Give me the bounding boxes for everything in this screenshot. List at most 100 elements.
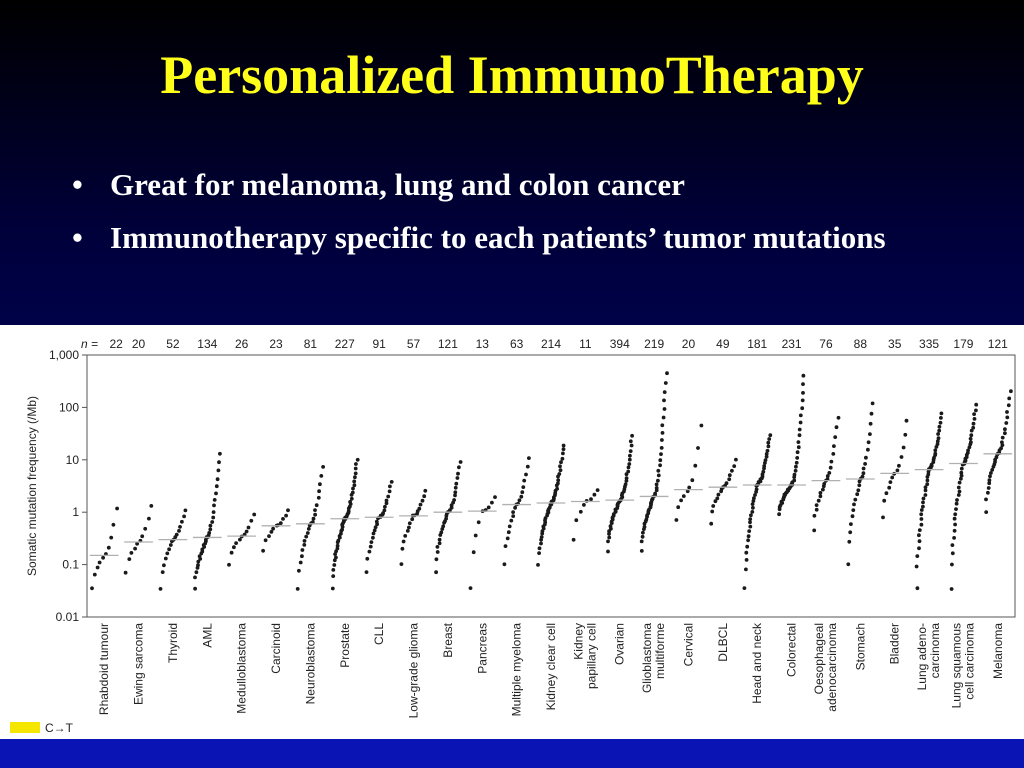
- data-point: [825, 474, 830, 478]
- data-point: [903, 432, 908, 437]
- data-point: [374, 519, 379, 524]
- data-point: [302, 539, 307, 543]
- sample-count: 11: [579, 337, 592, 351]
- data-point: [101, 555, 105, 560]
- data-point: [850, 514, 855, 519]
- data-point: [506, 530, 511, 535]
- data-point: [953, 512, 958, 517]
- data-point: [921, 500, 925, 505]
- data-point: [919, 522, 924, 527]
- data-point: [630, 433, 634, 438]
- data-point: [524, 472, 528, 477]
- data-point: [214, 484, 219, 489]
- data-point: [984, 510, 989, 514]
- data-point: [797, 427, 802, 432]
- data-point: [434, 570, 438, 575]
- data-point: [115, 506, 119, 511]
- category-label-line: Bladder: [888, 623, 902, 664]
- bullet-item: • Great for melanoma, lung and colon can…: [72, 162, 972, 208]
- data-point: [371, 531, 376, 536]
- category-label-line: Rhabdoid tumour: [97, 623, 111, 715]
- data-point: [624, 476, 629, 480]
- data-point: [1005, 410, 1009, 414]
- data-point: [690, 478, 695, 483]
- data-point: [234, 541, 239, 545]
- category-label: Breast: [441, 622, 455, 657]
- slide-title: Personalized ImmunoTherapy: [160, 45, 864, 105]
- data-point: [300, 548, 305, 552]
- data-point: [1003, 427, 1007, 432]
- data-point: [627, 457, 632, 462]
- data-point: [751, 505, 755, 510]
- data-point: [335, 546, 340, 551]
- data-point: [295, 587, 300, 591]
- data-point: [401, 539, 406, 544]
- y-tick-label: 0.01: [56, 610, 80, 624]
- data-point: [748, 517, 753, 521]
- data-point: [999, 446, 1003, 451]
- data-point: [950, 551, 955, 556]
- data-point: [795, 456, 800, 460]
- data-point: [355, 457, 360, 462]
- data-point: [794, 460, 799, 465]
- data-point: [405, 529, 410, 533]
- data-point: [796, 440, 801, 444]
- data-point: [321, 465, 325, 469]
- data-point: [917, 539, 922, 544]
- data-point: [750, 502, 755, 506]
- data-point: [346, 509, 351, 514]
- data-point: [267, 534, 271, 538]
- data-point: [193, 575, 197, 580]
- data-point: [452, 498, 456, 502]
- mutation-frequency-chart: 1,000 100 10 1 0.1 0.01 Somatic mutation frequ…: [10, 337, 1016, 735]
- bullet-text: Immunotherapy specific to each patients’…: [110, 220, 886, 255]
- data-point: [897, 463, 901, 468]
- bullet-text: Great for melanoma, lung and colon cance…: [110, 167, 685, 202]
- data-point: [210, 520, 215, 524]
- data-point: [582, 503, 586, 507]
- data-point: [502, 562, 507, 567]
- data-point: [471, 550, 476, 555]
- data-point: [936, 432, 940, 436]
- data-point: [938, 420, 943, 425]
- data-point: [149, 504, 154, 508]
- data-point: [561, 443, 566, 448]
- data-point: [658, 463, 662, 468]
- data-point: [527, 456, 531, 460]
- data-point: [557, 472, 562, 476]
- data-point: [626, 465, 631, 470]
- data-point: [653, 491, 657, 496]
- data-point: [863, 462, 867, 466]
- data-point: [734, 457, 738, 462]
- data-point: [422, 494, 427, 499]
- category-label: Thyroid: [166, 623, 180, 663]
- data-point: [511, 510, 515, 514]
- sample-count: 88: [854, 337, 868, 351]
- data-point: [207, 531, 212, 535]
- data-point: [365, 556, 370, 561]
- data-point: [974, 408, 978, 413]
- data-point: [748, 520, 752, 525]
- data-point: [955, 498, 959, 502]
- data-point: [623, 482, 628, 487]
- sample-count: 20: [682, 337, 696, 351]
- data-point: [384, 498, 389, 503]
- category-label-line: Stomach: [853, 623, 867, 670]
- data-point: [332, 563, 337, 567]
- category-label-line: Lung adeno-: [915, 623, 929, 690]
- category-label: Multiple myeloma: [510, 623, 524, 717]
- data-point: [766, 444, 771, 449]
- data-point: [814, 507, 819, 512]
- data-point: [453, 490, 458, 495]
- category-label: Pancreas: [475, 623, 489, 674]
- data-point: [353, 471, 358, 476]
- data-point: [866, 440, 871, 445]
- category-label: Kidney clear cell: [544, 623, 558, 710]
- data-point: [403, 534, 408, 538]
- data-point: [439, 530, 444, 535]
- category-label-line: cell carcinoma: [962, 623, 976, 700]
- data-point: [314, 503, 319, 508]
- data-point: [986, 486, 991, 490]
- data-point: [420, 498, 425, 503]
- data-point: [196, 563, 200, 568]
